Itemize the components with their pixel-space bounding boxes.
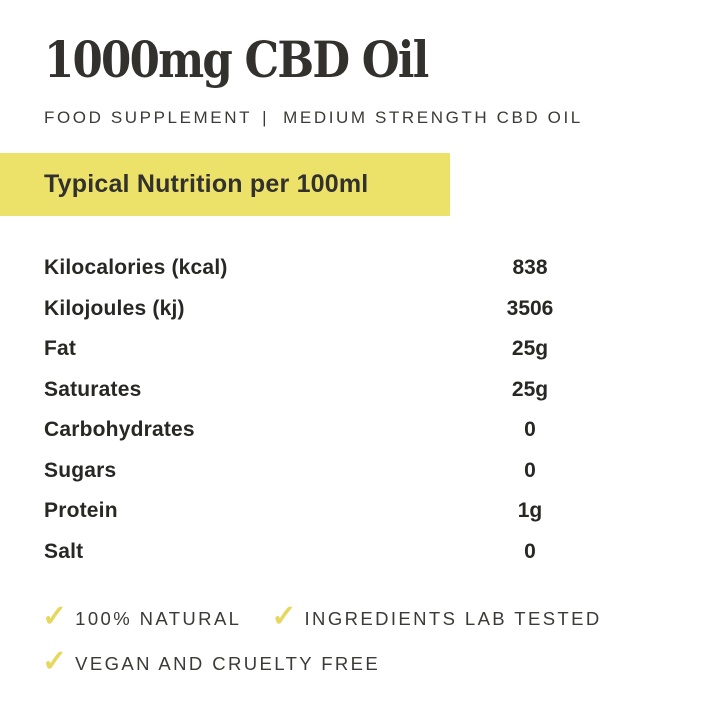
feature-label: VEGAN AND CRUELTY FREE [75,653,381,674]
row-value: 0 [524,458,536,482]
subtitle: FOOD SUPPLEMENT | MEDIUM STRENGTH CBD OI… [44,108,583,128]
check-icon: ✓ [42,645,68,678]
row-label: Protein [44,499,118,523]
nutrition-header-banner: Typical Nutrition per 100ml [0,153,450,216]
feature-label: 100% NATURAL [75,608,242,629]
row-value: 25g [511,337,549,361]
row-value: 1g [517,499,543,523]
row-value: 3506 [506,296,554,320]
feature-row: ✓ 100% NATURAL ✓ INGREDIENTS LAB TESTED [42,602,632,636]
subtitle-right: MEDIUM STRENGTH CBD OIL [283,108,583,127]
row-value: 25g [511,377,549,401]
table-row: Protein 1g [0,491,724,532]
table-row: Fat 25g [0,329,724,370]
row-label: Fat [44,337,77,361]
row-value: 838 [512,256,548,280]
feature-row: ✓ VEGAN AND CRUELTY FREE [42,647,632,681]
row-label: Kilocalories (kcal) [44,256,228,280]
row-label: Saturates [44,377,142,401]
row-value: 0 [524,418,536,442]
check-icon: ✓ [42,600,68,633]
feature-item: ✓ VEGAN AND CRUELTY FREE [42,645,381,679]
feature-item: ✓ INGREDIENTS LAB TESTED [271,600,602,634]
subtitle-divider: | [262,108,270,127]
nutrition-table: Kilocalories (kcal) 838 Kilojoules (kj) … [0,248,724,572]
feature-label: INGREDIENTS LAB TESTED [304,608,602,629]
subtitle-left: FOOD SUPPLEMENT [44,108,253,127]
row-value: 0 [524,539,536,563]
row-label: Kilojoules (kj) [44,296,185,320]
table-row: Saturates 25g [0,370,724,411]
check-icon: ✓ [271,600,297,633]
nutrition-header-text: Typical Nutrition per 100ml [44,170,369,198]
table-row: Kilocalories (kcal) 838 [0,248,724,289]
row-label: Salt [44,539,84,563]
feature-item: ✓ 100% NATURAL [42,600,242,634]
table-row: Salt 0 [0,532,724,573]
feature-list: ✓ 100% NATURAL ✓ INGREDIENTS LAB TESTED … [42,602,632,692]
table-row: Kilojoules (kj) 3506 [0,289,724,330]
row-label: Carbohydrates [44,418,195,442]
table-row: Sugars 0 [0,451,724,492]
table-row: Carbohydrates 0 [0,410,724,451]
page-title: 1000mg CBD Oil [44,30,429,89]
row-label: Sugars [44,458,117,482]
